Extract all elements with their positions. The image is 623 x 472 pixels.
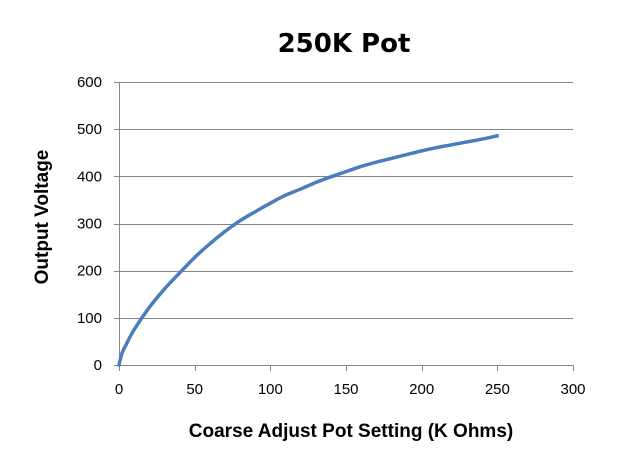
y-tick-label-600: 600: [77, 74, 102, 91]
x-tick-label-50: 50: [186, 381, 203, 398]
y-tick-label-300: 300: [77, 216, 102, 233]
x-tick-label-200: 200: [409, 381, 434, 398]
tick-labels: 0 100 200 300 400 500 600 0 50 100 150 200 250 300: [77, 74, 586, 398]
y-tick-label-500: 500: [77, 121, 102, 138]
y-tick-label-200: 200: [77, 263, 102, 280]
series-line-0: [117, 134, 500, 367]
x-tick-label-100: 100: [258, 381, 283, 398]
x-tick-label-0: 0: [115, 381, 123, 398]
series-layer: [117, 134, 500, 367]
chart-title: 250K Pot: [278, 29, 411, 59]
y-axis-title: Output Voltage: [32, 150, 53, 285]
gridlines: [119, 82, 573, 319]
x-tick-label-250: 250: [485, 381, 510, 398]
axes: [114, 82, 574, 371]
x-tick-label-300: 300: [560, 381, 585, 398]
x-tick-label-150: 150: [333, 381, 358, 398]
x-axis-title: Coarse Adjust Pot Setting (K Ohms): [189, 421, 513, 442]
y-tick-label-400: 400: [77, 168, 102, 185]
y-tick-label-0: 0: [94, 357, 102, 374]
y-tick-label-100: 100: [77, 310, 102, 327]
